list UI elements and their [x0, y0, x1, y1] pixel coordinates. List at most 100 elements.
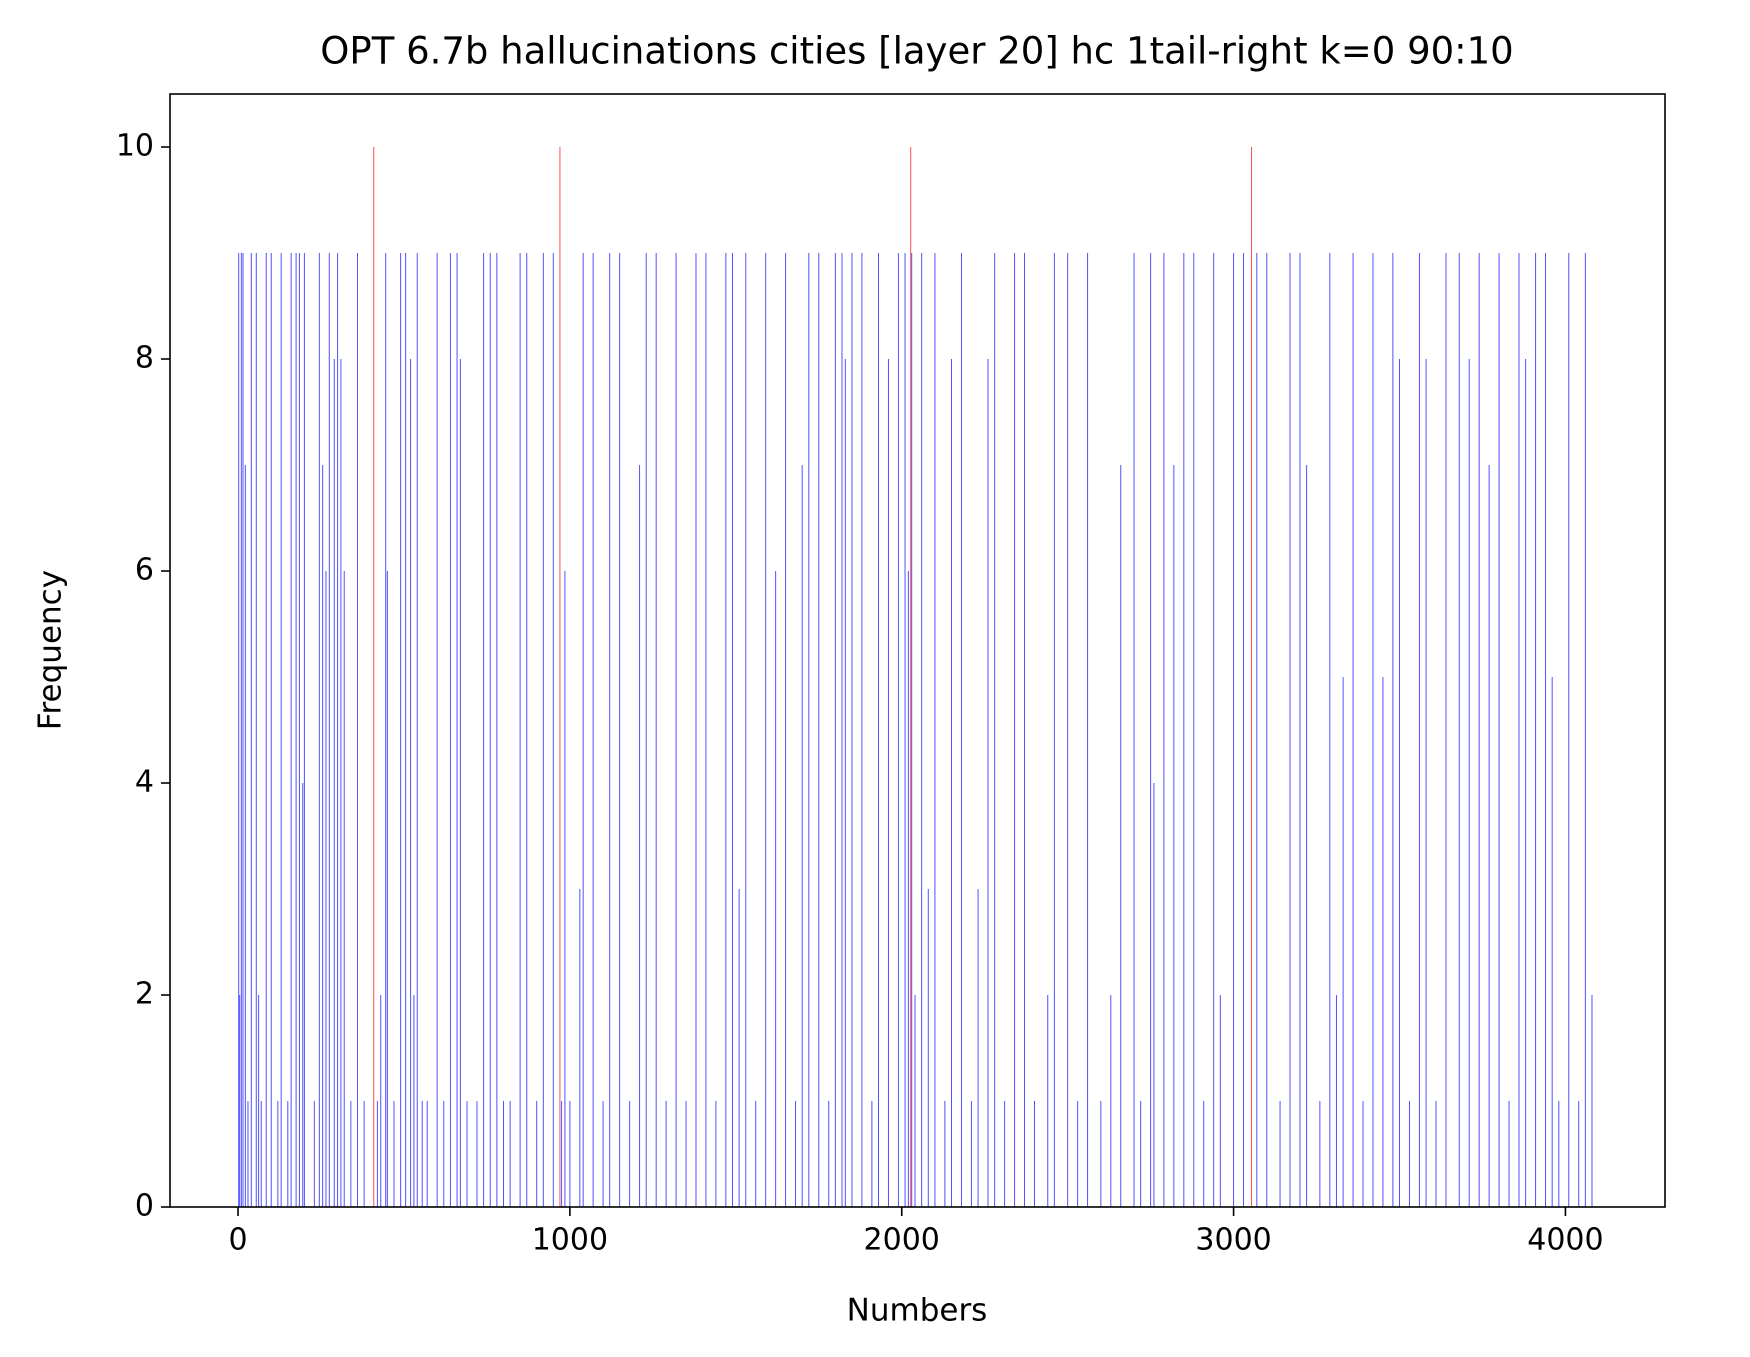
bar: [1399, 359, 1401, 1207]
bar: [1203, 1101, 1205, 1207]
bar: [509, 1101, 511, 1207]
bar: [1425, 359, 1427, 1207]
bar: [302, 783, 304, 1207]
bar: [828, 1101, 830, 1207]
bar: [861, 253, 863, 1207]
bar: [421, 1101, 423, 1207]
bar: [426, 1101, 428, 1207]
bar: [705, 253, 707, 1207]
y-tick-label: 4: [135, 765, 154, 800]
bar: [695, 253, 697, 1207]
bar: [386, 571, 388, 1207]
bar: [1163, 253, 1165, 1207]
bar: [1219, 995, 1221, 1207]
bar: [911, 253, 913, 1207]
bar: [536, 1101, 538, 1207]
bar: [413, 995, 415, 1207]
bar: [343, 571, 345, 1207]
bar: [1418, 253, 1420, 1207]
bar: [244, 465, 246, 1207]
bar: [775, 571, 777, 1207]
bar: [280, 253, 282, 1207]
bar: [765, 253, 767, 1207]
bar: [270, 253, 272, 1207]
bar: [1077, 1101, 1079, 1207]
bar: [569, 1101, 571, 1207]
bar: [582, 253, 584, 1207]
bar: [725, 253, 727, 1207]
bar: [1478, 253, 1480, 1207]
bar: [801, 465, 803, 1207]
bar: [239, 995, 241, 1207]
bar: [356, 253, 358, 1207]
bar: [416, 253, 418, 1207]
bar: [755, 1101, 757, 1207]
bar: [258, 995, 260, 1207]
bar: [526, 253, 528, 1207]
bar: [1319, 1101, 1321, 1207]
y-tick-label: 2: [135, 977, 154, 1012]
bar: [1342, 677, 1344, 1207]
bar: [238, 253, 240, 1207]
bar: [1153, 783, 1155, 1207]
bar: [456, 253, 458, 1207]
bar: [333, 359, 335, 1207]
bar: [242, 253, 244, 1207]
bar: [1266, 253, 1268, 1207]
bar: [350, 1101, 352, 1207]
bar: [1578, 1101, 1580, 1207]
bar: [914, 995, 916, 1207]
bar: [1329, 253, 1331, 1207]
bar: [887, 359, 889, 1207]
bar: [1558, 1101, 1560, 1207]
bar: [731, 253, 733, 1207]
bar: [459, 359, 461, 1207]
chart-title: OPT 6.7b hallucinations cities [layer 20…: [320, 30, 1513, 73]
bar: [559, 147, 561, 1207]
bar: [1545, 253, 1547, 1207]
bar: [380, 995, 382, 1207]
bar: [987, 359, 989, 1207]
bar: [322, 465, 324, 1207]
x-tick-label: 1000: [532, 1223, 608, 1258]
bar: [400, 253, 402, 1207]
bar: [904, 253, 906, 1207]
bar: [1183, 253, 1185, 1207]
bar: [1004, 1101, 1006, 1207]
bar: [449, 253, 451, 1207]
bar: [907, 571, 909, 1207]
bar: [1033, 1101, 1035, 1207]
y-axis-label: Frequency: [33, 570, 69, 730]
bar: [1053, 253, 1055, 1207]
bar: [298, 253, 300, 1207]
bar: [655, 253, 657, 1207]
bar: [328, 253, 330, 1207]
bar: [325, 571, 327, 1207]
bar: [337, 253, 339, 1207]
bar: [785, 253, 787, 1207]
bar: [1535, 253, 1537, 1207]
bar: [1140, 1101, 1142, 1207]
bar: [376, 1101, 378, 1207]
bar: [1352, 253, 1354, 1207]
bar: [1525, 359, 1527, 1207]
bars: [238, 147, 1593, 1207]
bar: [910, 147, 912, 1207]
bar: [247, 1101, 249, 1207]
bar: [443, 1101, 445, 1207]
x-tick-label: 0: [228, 1223, 247, 1258]
bar: [878, 253, 880, 1207]
bar: [552, 253, 554, 1207]
bar: [476, 1101, 478, 1207]
bar: [1087, 253, 1089, 1207]
bar: [287, 1101, 289, 1207]
y-tick-label: 8: [135, 341, 154, 376]
bar: [1508, 1101, 1510, 1207]
bar: [808, 253, 810, 1207]
bar: [944, 1101, 946, 1207]
bar: [260, 1101, 262, 1207]
bar: [1518, 253, 1520, 1207]
bar: [1408, 1101, 1410, 1207]
bar: [934, 253, 936, 1207]
